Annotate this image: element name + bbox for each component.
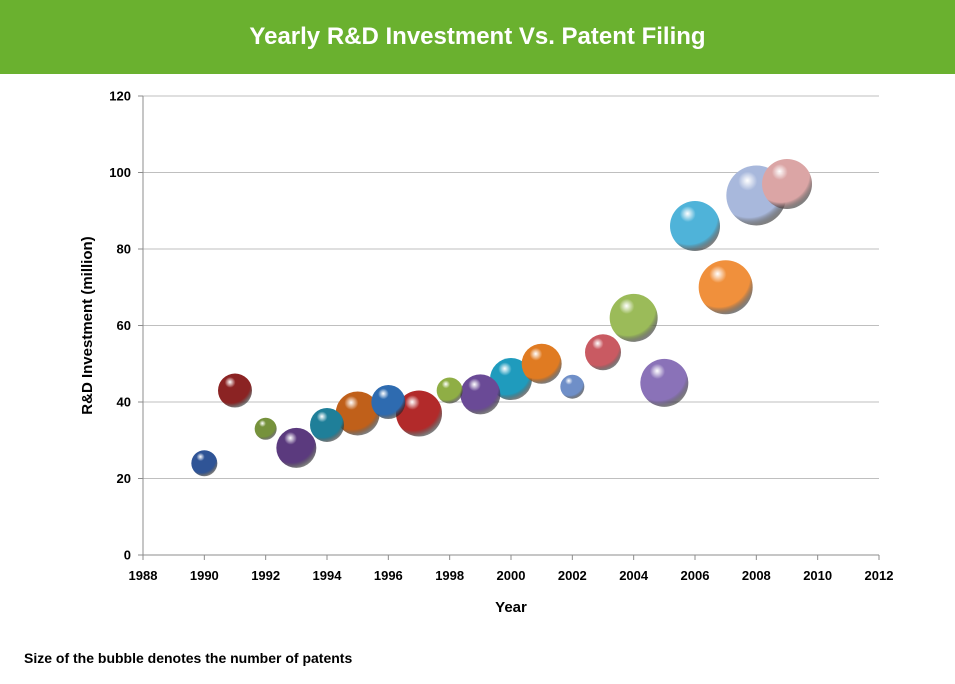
x-tick-label: 2002 (558, 568, 587, 583)
bubble-1993 (276, 427, 317, 468)
y-tick-label: 0 (124, 548, 131, 563)
x-tick-label: 1988 (129, 568, 158, 583)
y-tick-label: 120 (109, 89, 131, 104)
axes (138, 95, 880, 560)
bubble-2005 (640, 358, 689, 407)
bubble-1992 (254, 417, 277, 440)
bubble-2007 (698, 260, 753, 315)
x-tick-label: 1996 (374, 568, 403, 583)
bubble-1995 (335, 391, 380, 436)
bubble-2000 (490, 358, 532, 401)
chart-header: Yearly R&D Investment Vs. Patent Filing (0, 0, 955, 74)
bubble-2009 (762, 158, 812, 209)
chart-footnote: Size of the bubble denotes the number of… (24, 650, 353, 666)
x-tick-label: 2006 (681, 568, 710, 583)
bubble-chart: 0 20 40 60 80 100 120 1988 1990 1992 1994 1996 1998 2… (0, 74, 955, 644)
bubbles (191, 158, 812, 477)
bubble-2004 (609, 293, 658, 342)
y-tick-label: 60 (117, 318, 131, 333)
y-tick-label: 20 (117, 471, 131, 486)
x-tick-label: 2008 (742, 568, 771, 583)
x-tick-label: 2000 (497, 568, 526, 583)
x-tick-label: 2004 (619, 568, 649, 583)
bubble-1998 (436, 377, 463, 404)
bubble-2002 (560, 374, 585, 399)
bubble-1999 (460, 374, 501, 415)
gridlines (143, 95, 879, 479)
x-axis-title: Year (495, 599, 527, 616)
x-tick-label: 2010 (803, 568, 832, 583)
tick-labels: 0 20 40 60 80 100 120 1988 1990 1992 1994 1996 1998 2… (109, 89, 893, 584)
x-tick-label: 1990 (190, 568, 219, 583)
x-tick-label: 1994 (313, 568, 343, 583)
bubble-1997 (396, 390, 442, 437)
bubble-2003 (585, 334, 621, 371)
x-tick-label: 1992 (251, 568, 280, 583)
bubble-1996 (371, 385, 406, 419)
bubble-2001 (521, 343, 562, 384)
y-tick-label: 40 (117, 395, 131, 410)
bubble-2006 (670, 201, 720, 252)
y-axis-title: R&D Investment (million) (79, 236, 96, 414)
bubble-1994 (310, 407, 344, 442)
x-tick-label: 2012 (865, 568, 894, 583)
bubble-chart-svg: 0 20 40 60 80 100 120 1988 1990 1992 1994 1996 1998 2… (79, 89, 893, 617)
y-tick-label: 100 (109, 165, 131, 180)
bubble-1990 (191, 450, 218, 477)
chart-title: Yearly R&D Investment Vs. Patent Filing (249, 23, 706, 50)
bubble-1991 (218, 373, 252, 408)
x-tick-label: 1998 (435, 568, 464, 583)
y-tick-label: 80 (117, 242, 131, 257)
